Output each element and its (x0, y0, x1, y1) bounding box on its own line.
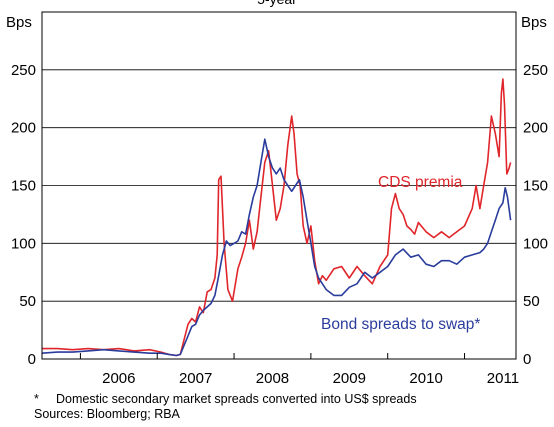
axes: 0 0 50 50 100 100 150 150 200 200 250 250 2006 2007 20… (11, 62, 548, 387)
y-tick-label-right: 100 (523, 235, 548, 252)
footnote: * Domestic secondary market spreads conve… (34, 392, 417, 407)
series-line-bond-spreads (41, 138, 512, 357)
x-tick-label: 2008 (256, 370, 289, 387)
sources-text: Sources: Bloomberg; RBA (34, 407, 180, 421)
y-axis-label-left: Bps (6, 14, 32, 31)
y-tick-label-right: 200 (523, 120, 548, 137)
series-line-cds-premia (42, 78, 512, 357)
footnote-text: Domestic secondary market spreads conver… (56, 392, 417, 406)
series-lines (41, 78, 512, 357)
x-tick-label: 2006 (102, 370, 135, 387)
y-axis-label-right: Bps (521, 14, 547, 31)
sources-note: Sources: Bloomberg; RBA (34, 407, 180, 422)
y-tick-label-right: 0 (523, 351, 531, 368)
plot-frame (41, 11, 517, 360)
x-tick-label: 2009 (333, 370, 366, 387)
series-label-cds: CDS premia (378, 174, 463, 191)
footnote-marker: * (34, 392, 39, 406)
series-label-bond: Bond spreads to swap* (321, 316, 480, 333)
x-tick-label: 2011 (487, 370, 519, 387)
y-tick-label-right: 250 (523, 62, 548, 79)
chart-title: 5-year (257, 0, 297, 7)
y-tick-label-left: 200 (11, 120, 36, 137)
x-tick-label: 2010 (409, 370, 442, 387)
y-tick-label-left: 150 (11, 178, 36, 195)
x-tick-label: 2007 (179, 370, 212, 387)
y-tick-label-left: 100 (11, 235, 36, 252)
y-tick-label-left: 0 (28, 351, 36, 368)
y-tick-label-right: 150 (523, 178, 548, 195)
y-tick-label-right: 50 (523, 293, 540, 310)
y-tick-label-left: 50 (19, 293, 36, 310)
gridlines (42, 69, 516, 302)
y-tick-label-left: 250 (11, 62, 36, 79)
